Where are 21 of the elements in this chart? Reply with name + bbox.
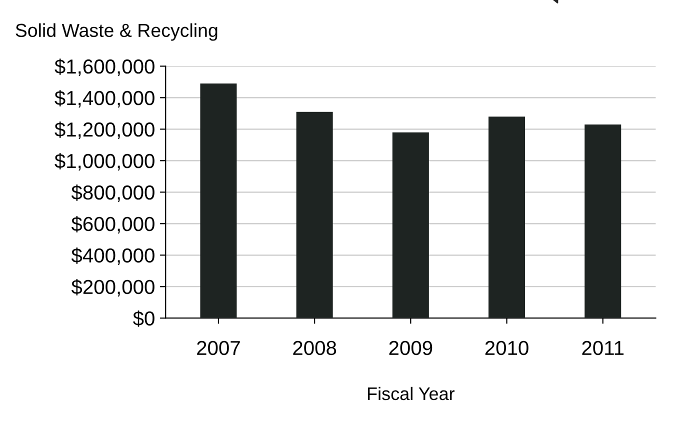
bar [200,84,237,318]
x-tick-label: 2010 [485,340,528,356]
y-tick-label: $800,000 [71,184,154,202]
y-tick-label: $200,000 [71,279,154,296]
bar [392,132,429,318]
y-tick-label: $1,000,000 [54,153,154,171]
y-tick-label: $1,600,000 [54,58,154,76]
y-tick-label: $1,400,000 [54,90,154,108]
y-tick-label: $1,200,000 [54,122,154,140]
x-tick-label: 2007 [197,340,240,356]
bar [488,116,526,318]
bar [296,112,333,318]
y-tick-label: $600,000 [71,216,154,234]
x-tick-label: 2008 [293,340,336,356]
bar [584,124,622,318]
x-axis-title: Fiscal Year [368,386,455,400]
y-tick-label: $0 [133,310,154,327]
x-tick-label: 2009 [389,340,432,356]
x-tick-label: 2011 [582,340,624,356]
y-tick-label: $400,000 [71,248,154,266]
chart-title: Solid Waste & Recycling [16,23,218,41]
